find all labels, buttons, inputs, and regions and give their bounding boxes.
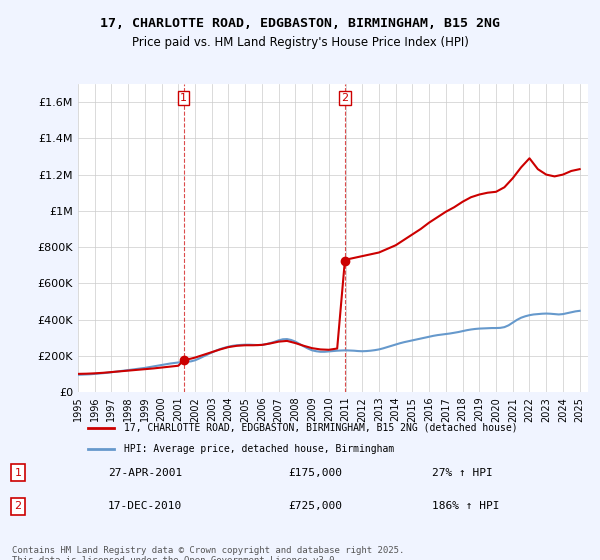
Text: 2: 2 (14, 501, 22, 511)
Text: 186% ↑ HPI: 186% ↑ HPI (432, 501, 499, 511)
Text: 17, CHARLOTTE ROAD, EDGBASTON, BIRMINGHAM, B15 2NG: 17, CHARLOTTE ROAD, EDGBASTON, BIRMINGHA… (100, 17, 500, 30)
Text: HPI: Average price, detached house, Birmingham: HPI: Average price, detached house, Birm… (124, 444, 394, 454)
Text: 1: 1 (14, 468, 22, 478)
Text: 2: 2 (341, 94, 349, 103)
Text: 17, CHARLOTTE ROAD, EDGBASTON, BIRMINGHAM, B15 2NG (detached house): 17, CHARLOTTE ROAD, EDGBASTON, BIRMINGHA… (124, 423, 518, 433)
Text: 17-DEC-2010: 17-DEC-2010 (108, 501, 182, 511)
Text: Contains HM Land Registry data © Crown copyright and database right 2025.
This d: Contains HM Land Registry data © Crown c… (12, 546, 404, 560)
Text: 27-APR-2001: 27-APR-2001 (108, 468, 182, 478)
Text: Price paid vs. HM Land Registry's House Price Index (HPI): Price paid vs. HM Land Registry's House … (131, 36, 469, 49)
Text: 1: 1 (180, 94, 187, 103)
Text: 27% ↑ HPI: 27% ↑ HPI (432, 468, 493, 478)
Text: £175,000: £175,000 (288, 468, 342, 478)
Text: £725,000: £725,000 (288, 501, 342, 511)
